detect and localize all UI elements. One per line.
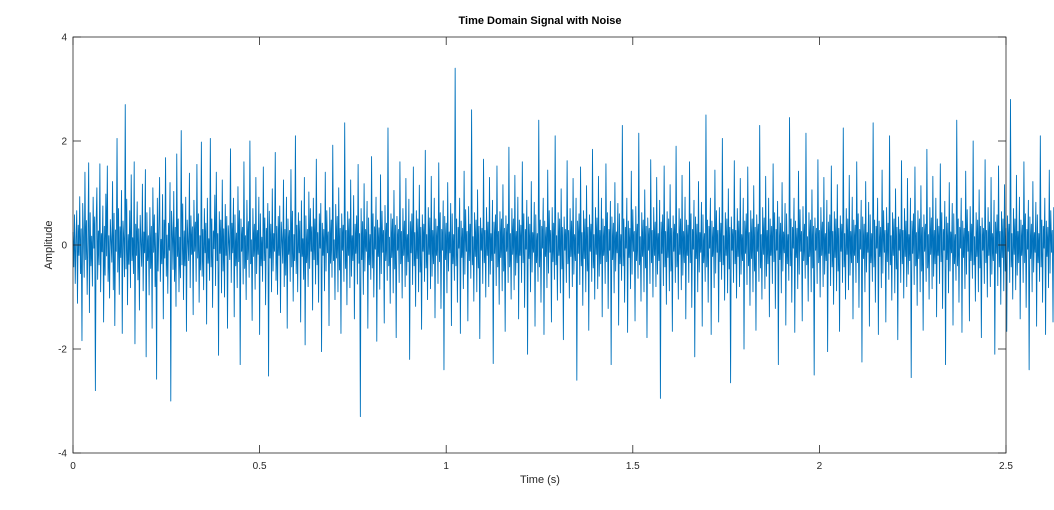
y-tick-label: 0	[61, 241, 67, 252]
series-layer	[72, 67, 1054, 418]
x-tick-label: 2	[817, 461, 823, 472]
x-axis-label: Time (s)	[520, 474, 560, 486]
x-tick-label: 0.5	[253, 461, 267, 472]
x-tick-label: 2.5	[999, 461, 1013, 472]
x-tick-label: 1	[443, 461, 449, 472]
chart-title: Time Domain Signal with Noise	[459, 15, 622, 27]
ticks-layer: 0 0.5 1 1.5 2 2.5 -4 -2 0 2 4	[58, 33, 1013, 473]
y-axis-label: Amplitude	[43, 221, 55, 270]
series-line	[72, 67, 1054, 418]
y-tick-label: 4	[61, 33, 67, 44]
y-tick-label: 2	[61, 137, 67, 148]
x-tick-label: 1.5	[626, 461, 640, 472]
y-tick-label: -4	[58, 449, 67, 460]
x-tick-label: 0	[70, 461, 76, 472]
y-tick-label: -2	[58, 345, 67, 356]
